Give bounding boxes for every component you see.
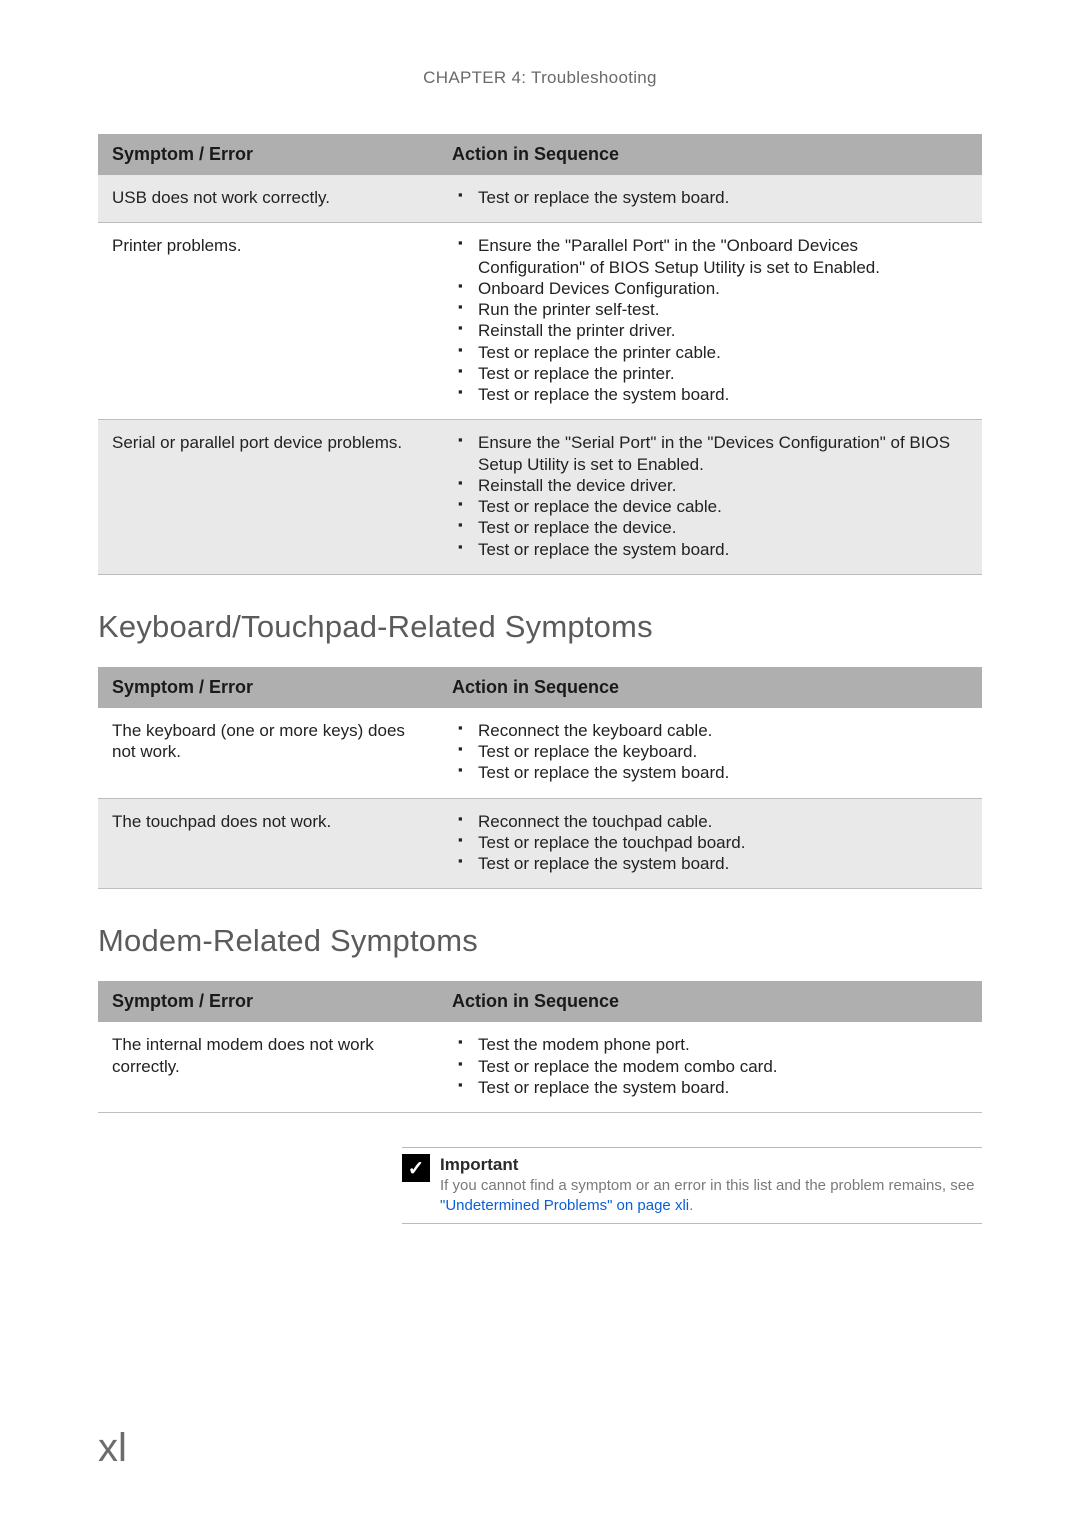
table2-body: The keyboard (one or more keys) does not… bbox=[98, 708, 982, 889]
important-note: ✓ Important If you cannot find a symptom… bbox=[402, 1147, 982, 1224]
action-item: Test or replace the modem combo card. bbox=[474, 1056, 968, 1077]
table-row: Serial or parallel port device problems.… bbox=[98, 420, 982, 575]
table1-body: USB does not work correctly. Test or repl… bbox=[98, 175, 982, 574]
action-cell: Ensure the "Parallel Port" in the "Onboa… bbox=[438, 223, 982, 420]
action-item: Test or replace the system board. bbox=[474, 539, 968, 560]
col-action: Action in Sequence bbox=[438, 134, 982, 175]
action-item: Reconnect the touchpad cable. bbox=[474, 811, 968, 832]
action-item: Test or replace the device cable. bbox=[474, 496, 968, 517]
col-action: Action in Sequence bbox=[438, 667, 982, 708]
symptom-cell: USB does not work correctly. bbox=[98, 175, 438, 223]
action-item: Reinstall the printer driver. bbox=[474, 320, 968, 341]
action-item: Test the modem phone port. bbox=[474, 1034, 968, 1055]
section-keyboard-title: Keyboard/Touchpad-Related Symptoms bbox=[98, 609, 982, 645]
action-cell: Reconnect the keyboard cable.Test or rep… bbox=[438, 708, 982, 798]
note-body-post: . bbox=[689, 1197, 693, 1214]
action-item: Ensure the "Parallel Port" in the "Onboa… bbox=[474, 235, 968, 278]
col-symptom: Symptom / Error bbox=[98, 981, 438, 1022]
col-symptom: Symptom / Error bbox=[98, 134, 438, 175]
action-item: Ensure the "Serial Port" in the "Devices… bbox=[474, 432, 968, 475]
action-cell: Reconnect the touchpad cable.Test or rep… bbox=[438, 798, 982, 889]
action-item: Test or replace the device. bbox=[474, 517, 968, 538]
action-item: Test or replace the keyboard. bbox=[474, 741, 968, 762]
action-item: Reinstall the device driver. bbox=[474, 475, 968, 496]
check-icon: ✓ bbox=[402, 1154, 430, 1182]
action-item: Reconnect the keyboard cable. bbox=[474, 720, 968, 741]
note-link[interactable]: "Undetermined Problems" on page xli bbox=[440, 1197, 689, 1214]
action-list: Ensure the "Serial Port" in the "Devices… bbox=[452, 432, 968, 560]
table-row: The keyboard (one or more keys) does not… bbox=[98, 708, 982, 798]
action-item: Test or replace the system board. bbox=[474, 762, 968, 783]
table-modem: Symptom / Error Action in Sequence The i… bbox=[98, 981, 982, 1113]
action-list: Test the modem phone port.Test or replac… bbox=[452, 1034, 968, 1098]
page-number: xl bbox=[98, 1426, 127, 1471]
symptom-cell: The touchpad does not work. bbox=[98, 798, 438, 889]
action-list: Reconnect the keyboard cable.Test or rep… bbox=[452, 720, 968, 784]
col-action: Action in Sequence bbox=[438, 981, 982, 1022]
page-content: CHAPTER 4: Troubleshooting Symptom / Err… bbox=[0, 0, 1080, 1224]
action-cell: Test the modem phone port.Test or replac… bbox=[438, 1022, 982, 1112]
col-symptom: Symptom / Error bbox=[98, 667, 438, 708]
action-item: Onboard Devices Configuration. bbox=[474, 278, 968, 299]
symptom-cell: The keyboard (one or more keys) does not… bbox=[98, 708, 438, 798]
symptom-cell: Serial or parallel port device problems. bbox=[98, 420, 438, 575]
action-item: Test or replace the printer. bbox=[474, 363, 968, 384]
action-item: Test or replace the printer cable. bbox=[474, 342, 968, 363]
table-keyboard: Symptom / Error Action in Sequence The k… bbox=[98, 667, 982, 890]
section-modem-title: Modem-Related Symptoms bbox=[98, 923, 982, 959]
table3-body: The internal modem does not work correct… bbox=[98, 1022, 982, 1112]
action-cell: Ensure the "Serial Port" in the "Devices… bbox=[438, 420, 982, 575]
action-list: Reconnect the touchpad cable.Test or rep… bbox=[452, 811, 968, 875]
note-text: Important If you cannot find a symptom o… bbox=[440, 1154, 982, 1215]
table-row: The touchpad does not work.Reconnect the… bbox=[98, 798, 982, 889]
action-item: Test or replace the system board. bbox=[474, 187, 968, 208]
chapter-title: CHAPTER 4: Troubleshooting bbox=[98, 68, 982, 88]
action-list: Ensure the "Parallel Port" in the "Onboa… bbox=[452, 235, 968, 405]
action-item: Test or replace the system board. bbox=[474, 853, 968, 874]
table-ports: Symptom / Error Action in Sequence USB d… bbox=[98, 134, 982, 575]
action-cell: Test or replace the system board. bbox=[438, 175, 982, 223]
table-row: The internal modem does not work correct… bbox=[98, 1022, 982, 1112]
action-list: Test or replace the system board. bbox=[452, 187, 968, 208]
symptom-cell: The internal modem does not work correct… bbox=[98, 1022, 438, 1112]
action-item: Test or replace the system board. bbox=[474, 384, 968, 405]
symptom-cell: Printer problems. bbox=[98, 223, 438, 420]
action-item: Test or replace the touchpad board. bbox=[474, 832, 968, 853]
action-item: Run the printer self-test. bbox=[474, 299, 968, 320]
note-label: Important bbox=[440, 1155, 518, 1174]
note-body-pre: If you cannot find a symptom or an error… bbox=[440, 1177, 974, 1194]
action-item: Test or replace the system board. bbox=[474, 1077, 968, 1098]
table-row: Printer problems. Ensure the "Parallel Po… bbox=[98, 223, 982, 420]
table-row: USB does not work correctly. Test or repl… bbox=[98, 175, 982, 223]
